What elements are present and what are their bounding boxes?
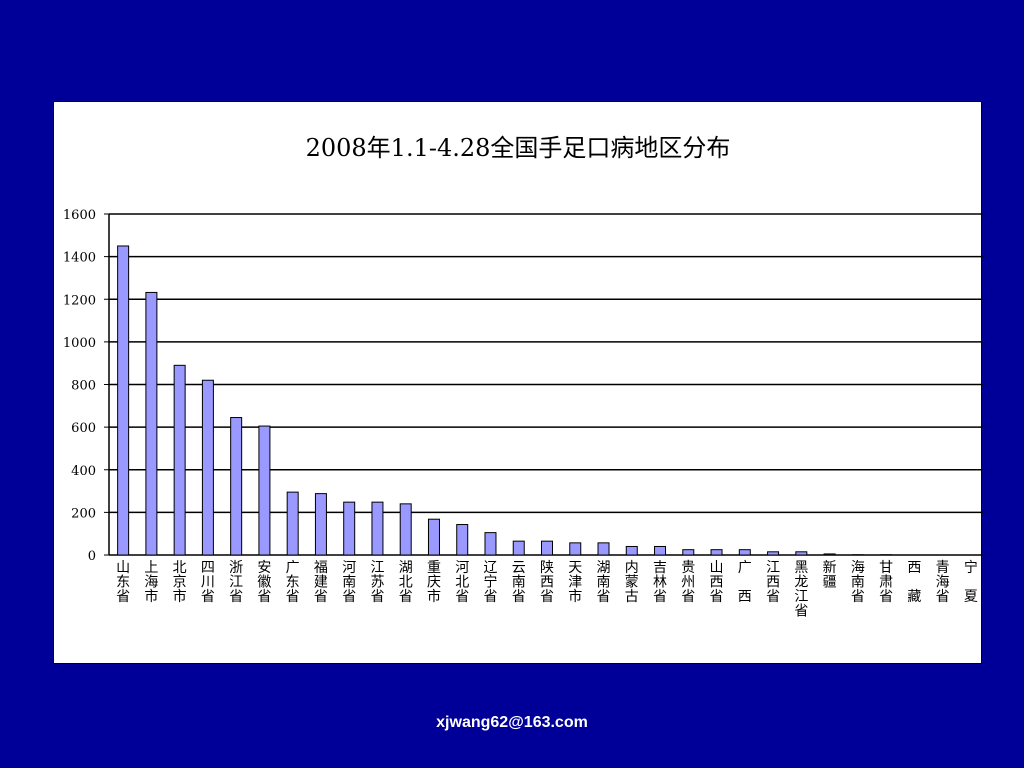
bar	[654, 545, 667, 556]
bar	[569, 542, 582, 556]
bar	[767, 551, 780, 556]
x-tick-label: 河北省	[455, 560, 469, 605]
bar	[484, 532, 497, 556]
bar	[314, 493, 327, 556]
x-tick-label: 北京市	[173, 560, 187, 605]
x-tick-label: 海南省	[851, 560, 865, 605]
x-tick-label: 甘肃省	[879, 560, 893, 605]
bar	[343, 501, 356, 556]
x-tick-label: 辽宁省	[483, 560, 497, 605]
bar	[682, 549, 695, 556]
x-tick-label: 安徽省	[257, 560, 271, 605]
bar	[541, 540, 553, 556]
x-tick-label: 宁 夏	[964, 559, 978, 605]
bar	[625, 545, 638, 556]
x-tick-label: 山东省	[116, 560, 130, 605]
x-tick-label: 贵州省	[681, 560, 695, 605]
x-tick-label: 西 藏	[907, 560, 921, 605]
x-tick-label: 重庆市	[427, 560, 441, 605]
x-tick-label: 吉林省	[653, 560, 667, 605]
bar	[173, 364, 186, 556]
x-tick-label: 福建省	[314, 560, 328, 605]
x-tick-label: 新疆	[823, 560, 837, 591]
bar	[258, 425, 271, 556]
x-tick-label: 黑龙江省	[794, 560, 808, 620]
y-tick-label: 1000	[63, 336, 96, 351]
bar	[795, 551, 808, 556]
x-tick-label: 湖北省	[399, 560, 413, 605]
x-tick-label: 上海市	[144, 560, 158, 605]
x-tick-label: 湖南省	[597, 560, 611, 605]
bar	[399, 503, 412, 556]
bar	[230, 417, 243, 556]
bar	[371, 501, 384, 556]
x-tick-label: 山西省	[710, 560, 724, 605]
bar	[201, 379, 214, 556]
chart-title: 2008年1.1-4.28全国手足口病地区分布	[306, 134, 731, 162]
y-tick-label: 800	[71, 379, 96, 394]
bar	[597, 542, 610, 556]
bar	[823, 553, 836, 556]
footer-email: xjwang62@163.com	[436, 714, 588, 731]
y-tick-label: 1200	[63, 293, 96, 308]
x-tick-label: 广 西	[738, 560, 752, 605]
bar	[145, 291, 158, 556]
x-tick-label: 江苏省	[370, 560, 384, 605]
x-tick-label: 河南省	[342, 560, 356, 605]
y-tick-label: 1600	[63, 208, 96, 223]
bar	[456, 524, 469, 556]
x-tick-label: 内蒙古	[625, 560, 639, 605]
bar-chart: 2008年1.1-4.28全国手足口病地区分布 0 200 400 600 800 100…	[63, 134, 983, 620]
bar	[117, 245, 130, 556]
x-tick-label: 四川省	[201, 560, 215, 605]
bar	[427, 518, 440, 556]
x-tick-label: 江西省	[766, 560, 780, 605]
bar	[286, 491, 299, 556]
x-tick-label: 广东省	[286, 560, 300, 605]
y-tick-label: 0	[88, 549, 96, 564]
chart-panel: 2008年1.1-4.28全国手足口病地区分布 0 200 400 600 800 100…	[53, 101, 983, 664]
y-tick-label: 400	[71, 464, 96, 479]
bar	[710, 549, 723, 556]
x-tick-label: 陕西省	[540, 560, 554, 605]
x-tick-label: 天津市	[568, 560, 582, 605]
y-tick-label: 1400	[63, 251, 96, 266]
bar	[738, 549, 751, 556]
x-tick-label: 青海省	[936, 560, 950, 605]
bar	[512, 540, 525, 556]
x-tick-label: 云南省	[512, 560, 526, 605]
x-tick-label: 浙江省	[229, 560, 243, 605]
y-tick-label: 200	[71, 506, 96, 521]
y-tick-label: 600	[71, 421, 96, 436]
